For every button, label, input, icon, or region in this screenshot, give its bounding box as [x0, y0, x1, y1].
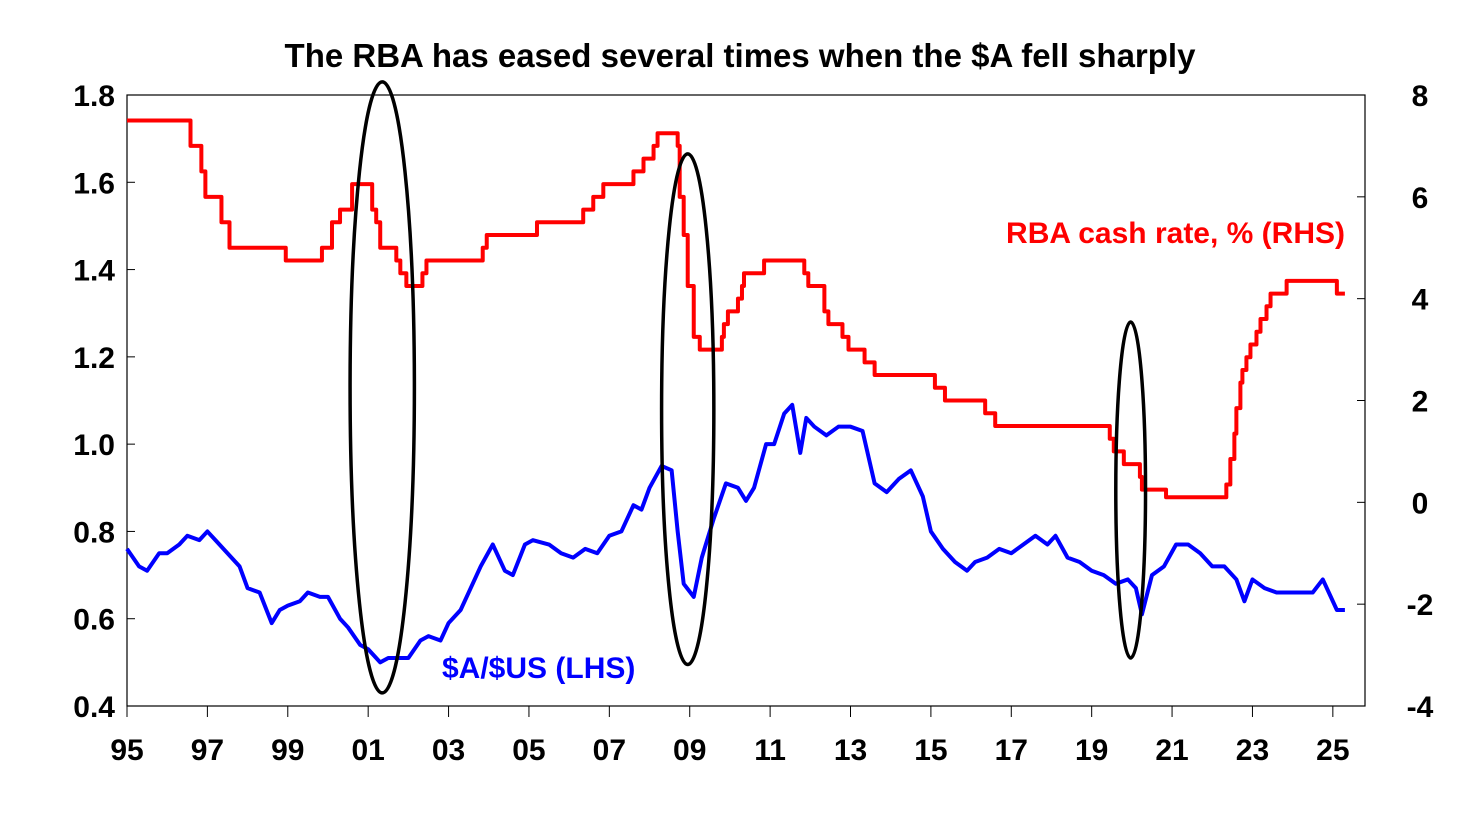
- cash-rate-line: [127, 118, 1345, 500]
- right-y-tick-label: 0: [1412, 487, 1429, 520]
- x-tick-label: 17: [995, 734, 1028, 767]
- x-tick-label: 21: [1155, 734, 1188, 767]
- plot-area: [126, 94, 1366, 707]
- left-y-tick-label: 1.6: [73, 167, 115, 200]
- left-y-tick-label: 1.4: [73, 255, 115, 288]
- right-y-tick-label: -4: [1407, 691, 1434, 724]
- x-tick-label: 09: [673, 734, 706, 767]
- x-tick-label: 19: [1075, 734, 1108, 767]
- left-y-tick-label: 1.2: [73, 342, 115, 375]
- cash-rate-label: RBA cash rate, % (RHS): [1006, 217, 1345, 250]
- right-y-tick-label: 4: [1412, 284, 1429, 317]
- x-tick-label: 23: [1236, 734, 1269, 767]
- x-tick-label: 03: [432, 734, 465, 767]
- chart-title: The RBA has eased several times when the…: [285, 37, 1197, 74]
- aud-usd-line: [125, 402, 1345, 665]
- x-tick-label: 25: [1316, 734, 1349, 767]
- x-tick-label: 07: [593, 734, 626, 767]
- highlight-ellipse: [348, 80, 417, 695]
- highlight-ellipse: [1114, 320, 1148, 660]
- x-tick-label: 05: [512, 734, 545, 767]
- x-tick-label: 15: [914, 734, 947, 767]
- left-y-tick-label: 1.0: [73, 429, 115, 462]
- left-y-tick-label: 0.6: [73, 604, 115, 637]
- x-tick-label: 99: [271, 734, 304, 767]
- right-y-tick-label: 8: [1412, 80, 1429, 113]
- right-y-tick-label: -2: [1407, 589, 1434, 622]
- x-tick-label: 13: [834, 734, 867, 767]
- highlight-ellipse: [659, 152, 716, 667]
- left-y-tick-label: 0.4: [73, 691, 115, 724]
- x-tick-label: 01: [351, 734, 384, 767]
- x-tick-label: 97: [191, 734, 224, 767]
- left-y-tick-label: 0.8: [73, 516, 115, 549]
- aud-label: $A/$US (LHS): [442, 652, 635, 685]
- right-y-tick-label: 2: [1412, 386, 1429, 419]
- x-tick-label: 95: [110, 734, 143, 767]
- x-tick-label: 11: [754, 734, 786, 767]
- right-y-tick-label: 6: [1412, 182, 1429, 215]
- left-y-tick-label: 1.8: [73, 80, 115, 113]
